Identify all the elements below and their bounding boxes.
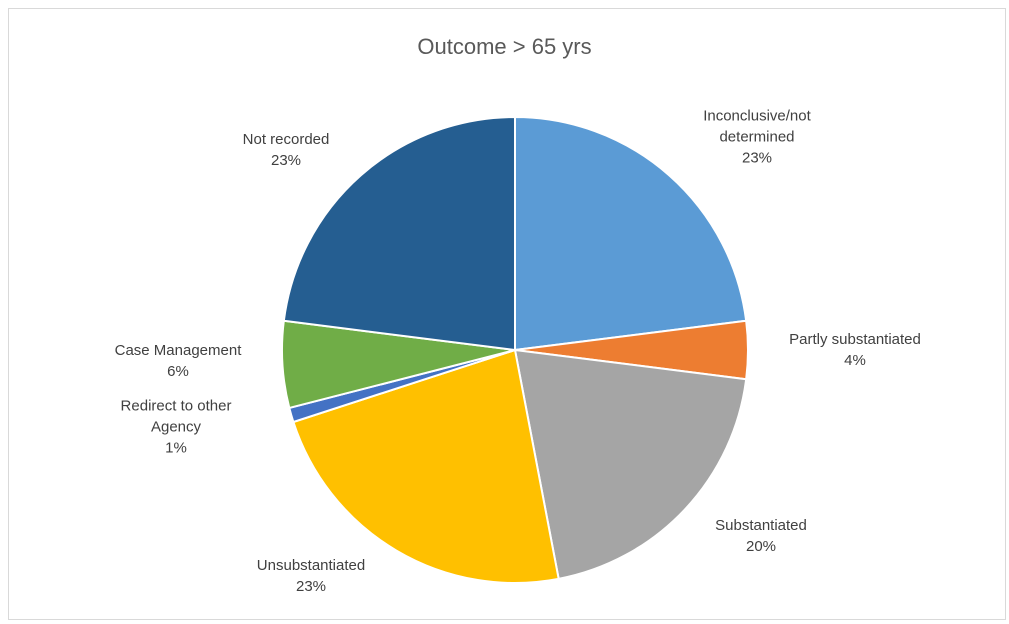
chart-title: Outcome > 65 yrs xyxy=(417,34,592,59)
pie-slice xyxy=(514,115,748,352)
percent-label: 4% xyxy=(844,352,866,369)
percent-label: 1% xyxy=(165,439,187,457)
percent-label: 23% xyxy=(295,578,327,595)
data-label: Redirect to other Agency 1% xyxy=(106,396,246,459)
category-label: Partly substantiated xyxy=(789,331,921,348)
data-label: Inconclusive/not determined 23% xyxy=(672,106,842,169)
category-label: Case Management xyxy=(114,342,242,359)
category-label: Unsubstantiated xyxy=(256,557,366,574)
category-label: Not recorded xyxy=(242,131,330,148)
category-label: Redirect to other Agency xyxy=(120,397,232,436)
pie-slice xyxy=(282,115,516,352)
category-label: Substantiated xyxy=(715,517,807,534)
data-label: Unsubstantiated 23% xyxy=(221,555,401,597)
percent-label: 6% xyxy=(167,363,189,380)
data-label: Partly substantiated 4% xyxy=(755,329,955,371)
data-label: Case Management 6% xyxy=(88,340,268,382)
data-label: Not recorded 23% xyxy=(206,129,366,171)
data-label: Substantiated 20% xyxy=(681,515,841,557)
percent-label: 23% xyxy=(270,152,302,169)
pie-slice xyxy=(292,348,560,584)
category-label: Inconclusive/not determined xyxy=(703,107,811,146)
chart-frame xyxy=(8,8,1006,620)
pie-slice xyxy=(513,348,748,581)
percent-label: 20% xyxy=(745,538,777,555)
percent-label: 23% xyxy=(741,149,773,167)
